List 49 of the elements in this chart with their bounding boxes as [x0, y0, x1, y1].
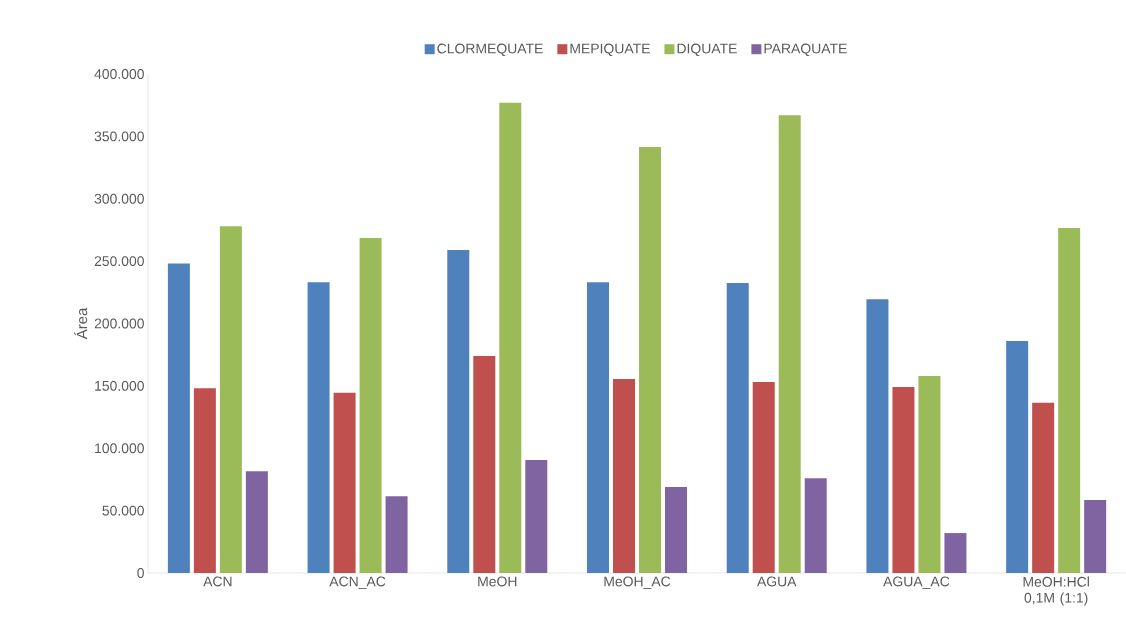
bar	[587, 282, 610, 573]
x-tick-label: AGUA	[756, 576, 797, 587]
bar	[525, 460, 548, 573]
legend-label: CLORMEQUATE	[437, 43, 543, 56]
y-tick-label: 300.000	[94, 193, 144, 204]
bar	[499, 102, 522, 573]
bar	[359, 238, 382, 573]
bar	[1006, 340, 1029, 573]
bar	[307, 282, 330, 573]
bar	[1032, 402, 1055, 573]
y-tick-label: 200.000	[94, 318, 144, 329]
bar	[613, 379, 636, 573]
bar	[473, 355, 496, 573]
bar	[385, 496, 408, 573]
bar	[333, 392, 356, 573]
y-tick-label: 50.000	[102, 505, 144, 516]
y-tick-label: 0	[137, 568, 144, 578]
bar	[752, 382, 775, 573]
bar	[944, 533, 967, 573]
bar	[219, 226, 242, 573]
bar	[193, 388, 216, 573]
bar	[245, 471, 268, 573]
y-tick-label: 100.000	[95, 443, 144, 454]
y-tick-label: 150.000	[95, 380, 144, 391]
bar	[866, 299, 889, 573]
x-tick-label: MeOH_AC	[604, 576, 671, 590]
y-tick-label: 250.000	[94, 256, 144, 267]
x-tick-label: ACN_AC	[329, 576, 386, 590]
x-tick-label: MeOH	[478, 576, 517, 587]
legend-label: PARAQUATE	[764, 43, 847, 56]
x-tick-label: ACN	[203, 576, 232, 587]
bar	[665, 486, 688, 573]
y-tick-label: 350.000	[94, 131, 144, 142]
legend-label: MEPIQUATE	[570, 43, 650, 56]
bar	[1058, 228, 1081, 573]
bar	[778, 115, 801, 573]
bar	[639, 146, 662, 573]
bar	[804, 478, 827, 573]
bar	[726, 282, 749, 573]
x-tick-label: MeOH:HCl 0,1M (1:1)	[1023, 576, 1089, 606]
y-tick-label: 400.000	[94, 69, 144, 79]
x-tick-label: AGUA_AC	[883, 576, 950, 590]
bar	[1084, 500, 1107, 573]
bar	[447, 249, 470, 573]
bar	[892, 387, 915, 573]
bar	[167, 263, 190, 573]
bar	[918, 375, 941, 573]
y-axis-title: Área	[74, 307, 88, 340]
legend-label: DIQUATE	[677, 43, 737, 56]
